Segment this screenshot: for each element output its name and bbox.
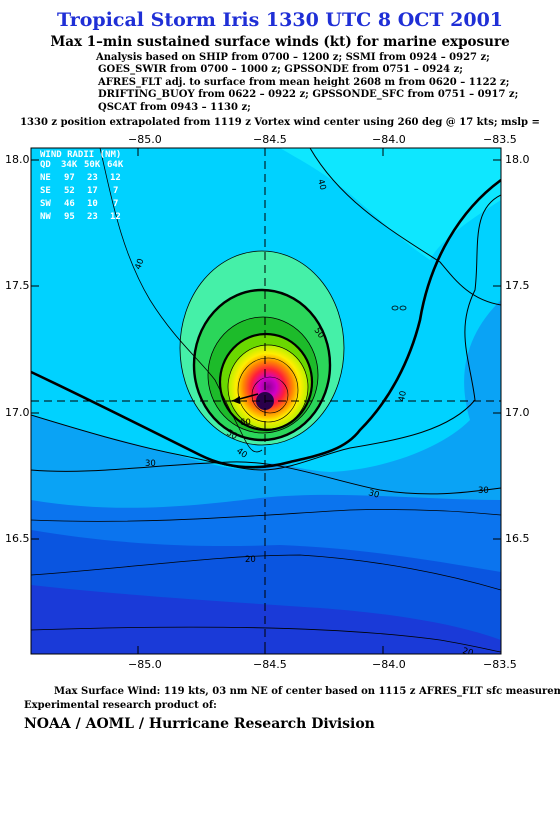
radii-cell: 52 xyxy=(64,186,75,196)
max-surface-wind: Max Surface Wind: 119 kts, 03 nm NE of c… xyxy=(54,686,560,697)
lon-tick-label-bottom: −84.5 xyxy=(253,658,287,671)
wind-radii-row: NE 97 23 12 xyxy=(40,173,121,183)
radii-cell: SW xyxy=(40,199,51,209)
wind-radii-table: WIND RADII (NM) QD 34K 50K 64K NE 97 23 … xyxy=(40,150,124,222)
radii-cell: 97 xyxy=(64,173,75,183)
position-note: 1330 z position extrapolated from 1119 z… xyxy=(20,117,540,128)
radii-cell: 23 xyxy=(87,173,98,183)
contour-label: 40 xyxy=(133,257,146,271)
wind-radii-row: NW 95 23 12 xyxy=(40,212,121,222)
contour-label: 30 xyxy=(478,486,489,496)
lat-tick-label-right: 17.5 xyxy=(505,279,530,292)
contour-25 xyxy=(31,509,501,522)
contour-40 xyxy=(31,194,501,471)
organization-name: NOAA / AOML / Hurricane Research Divisio… xyxy=(24,716,375,732)
wind-radii-title: WIND RADII (NM) xyxy=(40,150,121,160)
contour-30 xyxy=(31,461,501,495)
analysis-line: GOES_SWIR from 0700 – 1000 z; GPSSONDE f… xyxy=(98,64,463,76)
radii-cell: SE xyxy=(40,186,51,196)
wind-radii-row: SW 46 10 7 xyxy=(40,199,118,209)
lon-tick-label-bottom: −84.0 xyxy=(372,658,406,671)
analysis-line: QSCAT from 0943 – 1130 z; xyxy=(98,101,251,113)
lat-tick-label-right: 18.0 xyxy=(505,153,530,166)
contour-20 xyxy=(31,554,501,591)
contour-label: 40 xyxy=(315,178,327,191)
wind-field: 40 40 50 40 30 30 30 20 20 40 50 60 xyxy=(31,148,501,658)
radii-cell: 23 xyxy=(87,212,98,222)
lon-tick-label-top: −84.5 xyxy=(253,133,287,146)
lat-tick-label-right: 17.0 xyxy=(505,406,530,419)
wind-radii-header: QD 34K 50K 64K xyxy=(40,160,124,170)
lat-tick-label-left: 17.5 xyxy=(5,279,30,292)
small-contour xyxy=(391,305,399,311)
band-40-light xyxy=(31,148,501,260)
analysis-line: AFRES_FLT adj. to surface from mean heig… xyxy=(98,76,510,88)
lon-tick-label-top: −84.0 xyxy=(372,133,406,146)
lat-tick-label-left: 16.5 xyxy=(5,532,30,545)
analysis-line: Analysis based on SHIP from 0700 – 1200 … xyxy=(96,52,490,63)
radii-col-header: 50K xyxy=(84,160,101,170)
contour-40-north xyxy=(309,148,501,306)
contour-15 xyxy=(31,626,501,653)
radii-cell: 7 xyxy=(113,186,118,196)
lat-tick-label-left: 18.0 xyxy=(5,153,30,166)
radii-col-header: 64K xyxy=(107,160,124,170)
storm-core xyxy=(228,345,308,429)
contour-ring-100 xyxy=(237,357,299,423)
contour-label: 60 xyxy=(240,418,251,428)
radii-cell: 12 xyxy=(110,173,121,183)
radii-cell: 46 xyxy=(64,199,75,209)
radii-col-header: 34K xyxy=(61,160,78,170)
contour-label: 30 xyxy=(145,459,156,469)
contour-ring-90 xyxy=(227,344,309,430)
plot-border xyxy=(30,147,502,655)
contour-label: 30 xyxy=(367,488,380,500)
motion-arrow-head xyxy=(232,396,240,404)
contour-64kt xyxy=(218,332,314,432)
lon-tick-label-top: −85.0 xyxy=(128,133,162,146)
lat-tick-label-left: 17.0 xyxy=(5,406,30,419)
radii-cell: NW xyxy=(40,212,51,222)
contour-label: 50 xyxy=(225,428,239,442)
lat-ticks xyxy=(31,159,501,540)
wind-radii-row: SE 52 17 7 xyxy=(40,186,118,196)
radii-cell: NE xyxy=(40,173,51,183)
small-contour xyxy=(399,305,407,311)
experimental-note: Experimental research product of: xyxy=(24,700,217,711)
contour-34kt xyxy=(31,178,501,469)
lon-tick-label-bottom: −85.0 xyxy=(128,658,162,671)
contour-50kt xyxy=(192,288,332,442)
analysis-sources: Analysis based on SHIP from 0700 – 1200 … xyxy=(96,52,518,114)
contour-label: 40 xyxy=(397,390,409,402)
page-subtitle: Max 1–min sustained surface winds (kt) f… xyxy=(50,34,510,50)
radii-cell: 12 xyxy=(110,212,121,222)
radii-col-header: QD xyxy=(40,160,51,170)
contour-ring-70 xyxy=(207,316,319,434)
lat-tick-label-right: 16.5 xyxy=(505,532,530,545)
radii-cell: 10 xyxy=(87,199,98,209)
contour-label: 20 xyxy=(461,646,474,658)
page-title: Tropical Storm Iris 1330 UTC 8 OCT 2001 xyxy=(56,9,504,31)
contour-ring-50 xyxy=(179,250,345,446)
analysis-line: DRIFTING_BUOY from 0622 – 0922 z; GPSSON… xyxy=(98,89,519,101)
lon-ticks xyxy=(137,148,384,654)
lon-tick-label-bottom: −83.5 xyxy=(483,658,517,671)
contour-label: 20 xyxy=(245,555,256,565)
radii-cell: 17 xyxy=(87,186,98,196)
band-below-20 xyxy=(31,585,501,654)
radii-cell: 95 xyxy=(64,212,75,222)
lon-tick-label-top: −83.5 xyxy=(483,133,517,146)
radii-cell: 7 xyxy=(113,199,118,209)
